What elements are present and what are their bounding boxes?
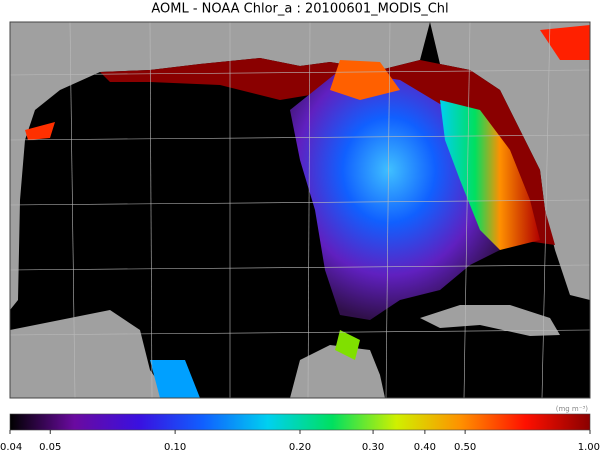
grid-line	[541, 21, 551, 399]
grid-line	[9, 69, 591, 76]
grid-line	[9, 134, 591, 141]
map-frame	[9, 21, 591, 399]
colorbar-tick-label: 0.50	[454, 442, 476, 453]
colorbar-unit: (mg m⁻³)	[556, 405, 589, 413]
land-yucatan	[290, 345, 385, 398]
land-cuba	[420, 305, 560, 336]
coast-west	[25, 122, 55, 140]
map-title: AOML - NOAA Chlor_a : 20100601_MODIS_Chl	[151, 2, 448, 17]
campeche	[150, 360, 200, 398]
yucatan-shelf	[335, 330, 360, 360]
grid-line	[9, 264, 591, 271]
map	[9, 21, 591, 399]
colorbar-scale	[9, 413, 591, 431]
graticule	[9, 21, 591, 399]
colorbar-tick-label: 0.20	[289, 442, 311, 453]
grid-line	[149, 21, 153, 399]
grid-line	[385, 21, 391, 399]
colorbar-tick-label: 0.10	[164, 442, 186, 453]
grid-line	[9, 199, 591, 206]
colorbar: (mg m⁻³) 0.04 0.05 0.10 0.20 0.30 0.40 0.50 1.0…	[0, 405, 600, 453]
colorbar-tick-label: 0.40	[414, 442, 436, 453]
colorbar-tick-label: 0.05	[39, 442, 61, 453]
atlantic-coast	[540, 25, 590, 60]
land-florida	[430, 22, 590, 300]
colorbar-tick-label: 1.00	[578, 442, 600, 453]
colorbar-tick-label: 0.30	[362, 442, 384, 453]
grid-line	[463, 21, 471, 399]
land-north	[10, 22, 430, 310]
grid-line	[69, 21, 76, 399]
colorbar-tick-label: 0.04	[0, 442, 22, 453]
land-mexico	[10, 310, 170, 398]
grid-line	[9, 329, 591, 336]
river-plume	[330, 60, 400, 100]
grid-line	[307, 21, 311, 399]
shelf	[440, 100, 540, 250]
